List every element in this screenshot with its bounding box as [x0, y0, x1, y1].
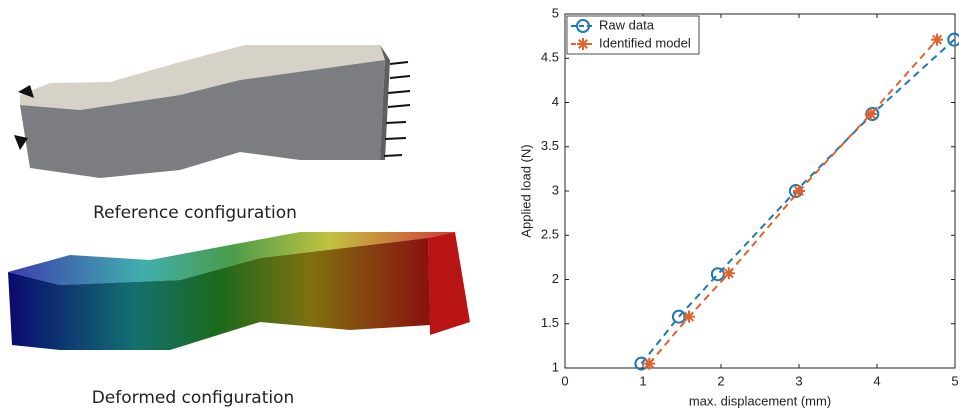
marker — [947, 32, 959, 47]
legend-marker — [577, 38, 589, 50]
marker — [722, 267, 735, 280]
marker — [931, 33, 944, 46]
x-tick-label: 3 — [795, 373, 802, 388]
caption: Reference configuration — [93, 203, 297, 223]
legend-label: Identified model — [599, 35, 691, 50]
marker — [793, 185, 805, 197]
plot-area — [564, 13, 956, 369]
y-tick-label: 4.5 — [541, 50, 559, 65]
deformed-model — [8, 232, 470, 350]
y-tick-label: 3 — [552, 182, 559, 197]
reference-model — [14, 45, 411, 178]
x-tick-label: 4 — [873, 373, 880, 388]
x-axis-label: max. displacement (mm) — [689, 393, 831, 408]
x-tick-label: 5 — [951, 373, 958, 388]
y-tick-label: 5 — [552, 5, 559, 20]
series-line — [640, 38, 955, 365]
marker — [683, 310, 696, 323]
y-tick-label: 2 — [552, 271, 559, 286]
y-tick-label: 1.5 — [541, 315, 559, 330]
x-tick-label: 0 — [561, 373, 568, 388]
marker — [864, 108, 877, 121]
y-tick-label: 4 — [552, 94, 559, 109]
y-tick-label: 1 — [552, 359, 559, 374]
legend-label: Raw data — [599, 17, 655, 32]
legend-marker — [576, 19, 590, 33]
x-tick-label: 2 — [717, 373, 724, 388]
marker — [643, 357, 656, 370]
caption: Deformed configuration — [92, 388, 295, 408]
legend-box — [566, 15, 700, 55]
series-line — [648, 38, 938, 365]
x-tick-label: 1 — [639, 373, 646, 388]
y-tick-label: 2.5 — [541, 227, 559, 242]
y-tick-label: 3.5 — [541, 138, 559, 153]
y-axis-label: Applied load (N) — [518, 144, 533, 237]
